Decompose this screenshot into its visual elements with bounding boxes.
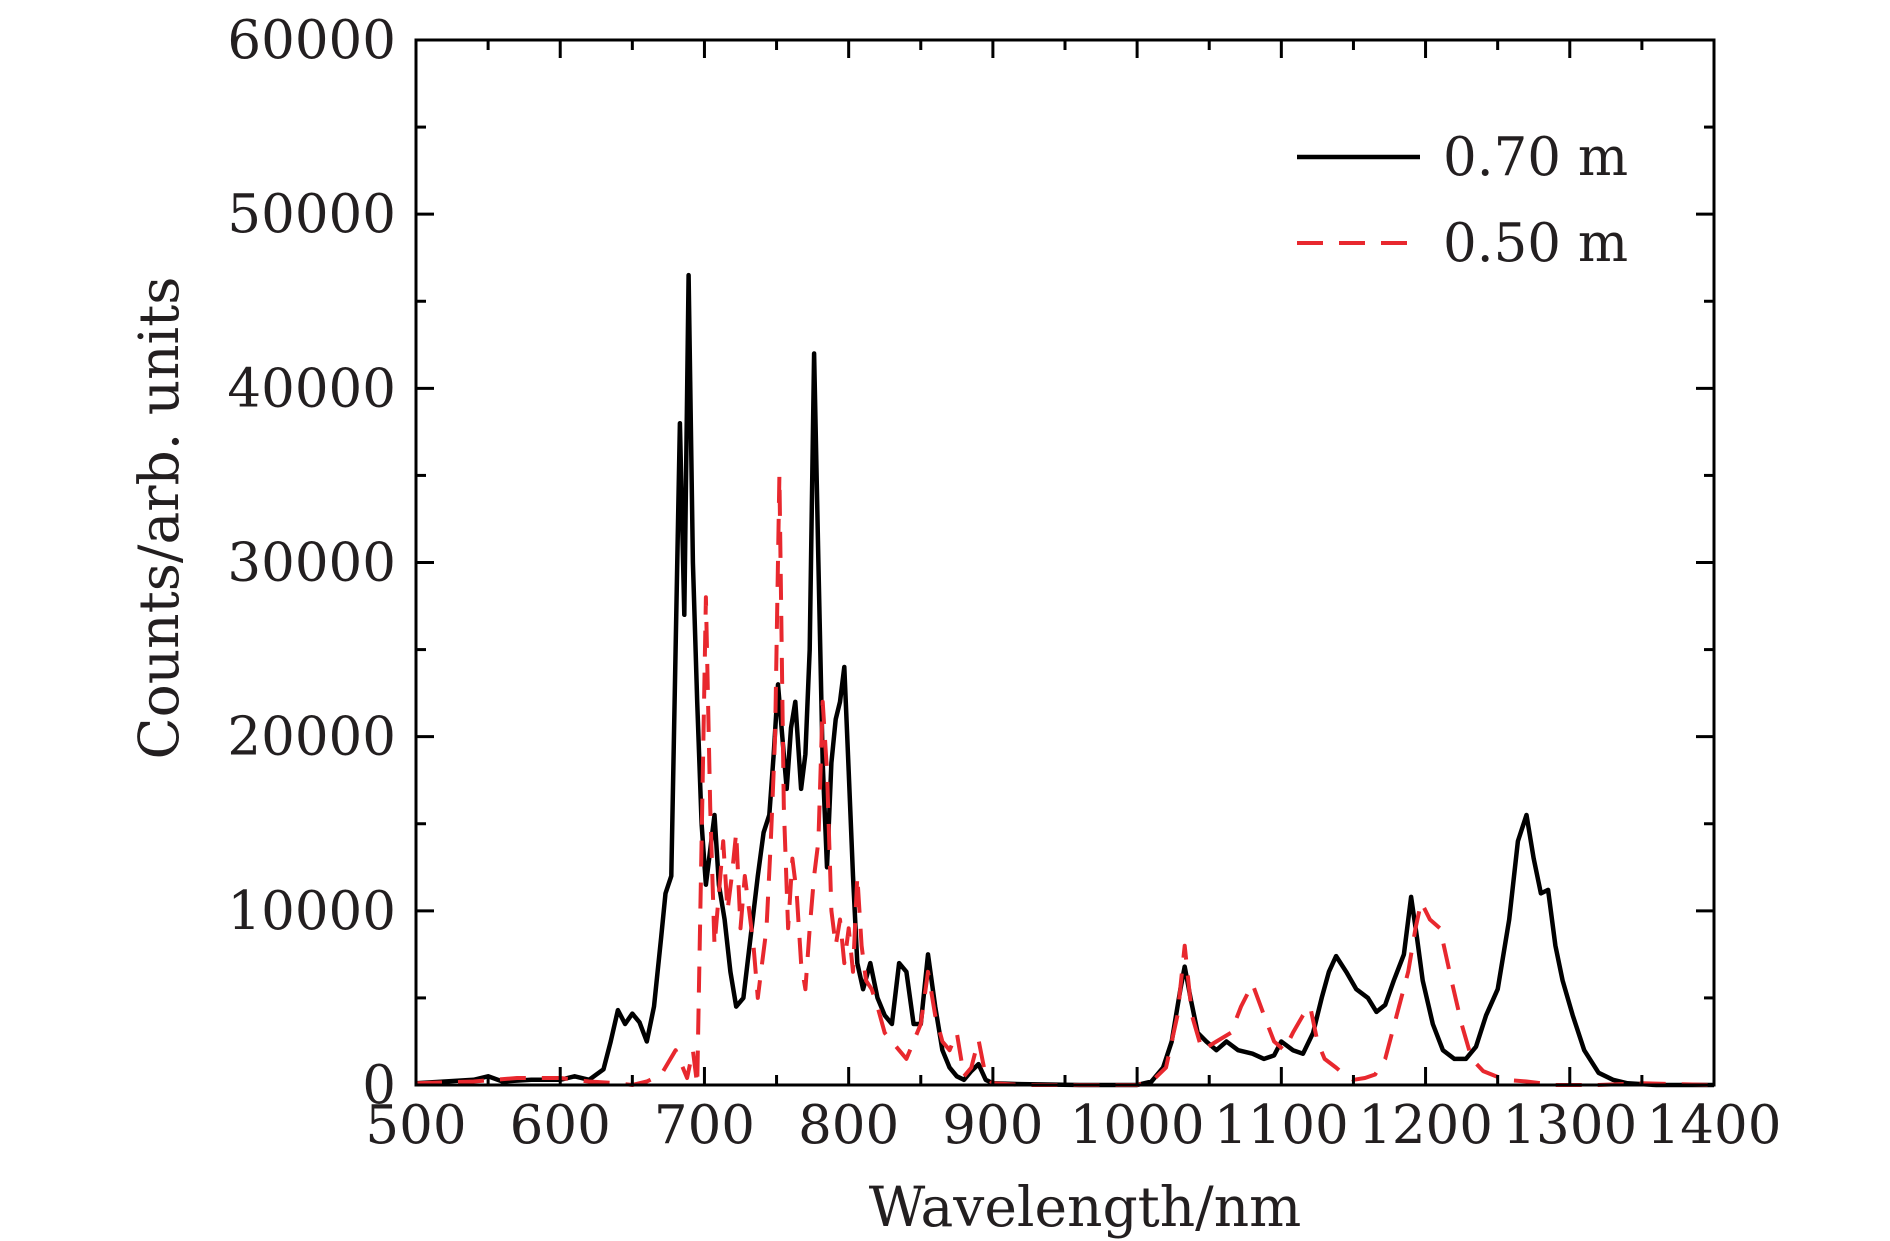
x-tick-label: 800: [798, 1095, 899, 1156]
y-axis-label: Counts/arb. units: [127, 277, 191, 760]
y-tick-label: 20000: [227, 707, 396, 768]
legend-label-2: 0.50 m: [1443, 213, 1628, 274]
x-tick-label: 1100: [1214, 1095, 1349, 1156]
series-line-2: [415, 473, 1715, 1087]
x-tick-label: 1300: [1502, 1095, 1637, 1156]
x-tick-label: 700: [654, 1095, 755, 1156]
x-tick-label: 1200: [1358, 1095, 1493, 1156]
y-tick-label: 40000: [227, 358, 396, 419]
axes: [414, 38, 1716, 1087]
y-tick-label: 50000: [227, 184, 396, 245]
plot-content: [415, 272, 1715, 1088]
y-tick-label: 60000: [227, 10, 396, 71]
x-axis-label: Wavelength/nm: [869, 1175, 1302, 1239]
x-tick-label: 900: [942, 1095, 1043, 1156]
legend-label-1: 0.70 m: [1443, 127, 1628, 188]
x-tick-label: 600: [510, 1095, 611, 1156]
ticks: [414, 38, 1716, 1087]
series-line-1: [415, 272, 1714, 1088]
plot-frame: [414, 38, 1716, 1087]
legend: 0.70 m 0.50 m: [1297, 127, 1628, 274]
x-tick-label: 1400: [1647, 1095, 1782, 1156]
y-tick-label: 10000: [227, 881, 396, 942]
x-tick-label: 500: [365, 1095, 466, 1156]
x-tick-label: 1000: [1070, 1095, 1205, 1156]
y-tick-label: 0: [362, 1055, 396, 1116]
tick-labels: 500 600 700 800 900 1000 1100 1200 1300 1400 0 1000…: [227, 10, 1781, 1156]
y-tick-label: 30000: [227, 533, 396, 594]
